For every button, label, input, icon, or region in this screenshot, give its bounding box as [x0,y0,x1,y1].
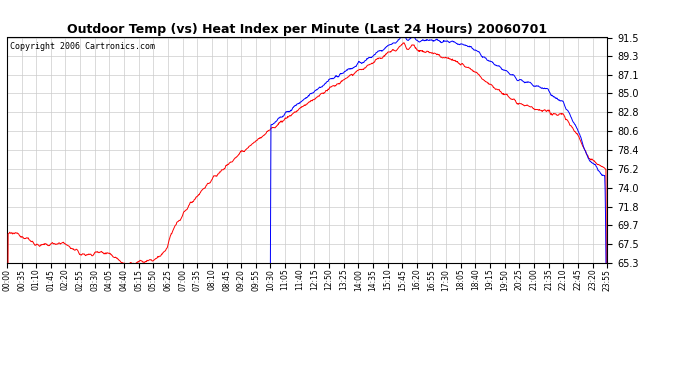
Title: Outdoor Temp (vs) Heat Index per Minute (Last 24 Hours) 20060701: Outdoor Temp (vs) Heat Index per Minute … [67,23,547,36]
Text: Copyright 2006 Cartronics.com: Copyright 2006 Cartronics.com [10,42,155,51]
